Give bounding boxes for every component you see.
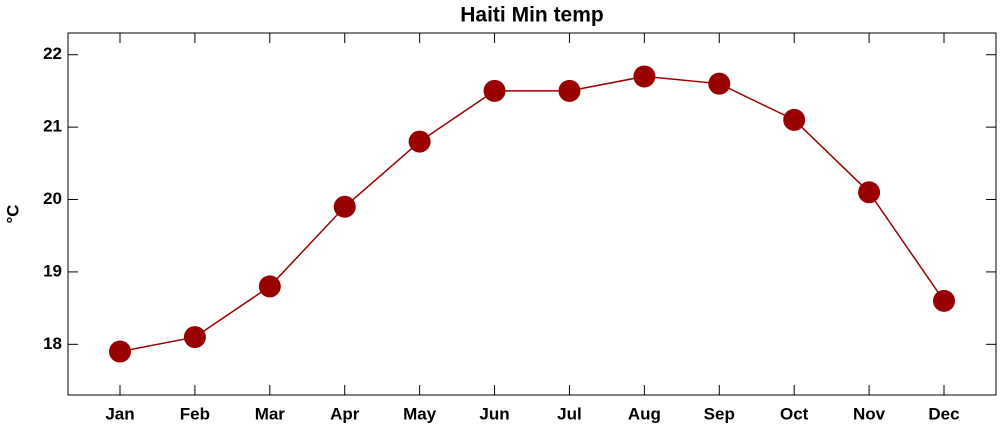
x-tick-label: Feb	[180, 404, 210, 423]
data-point	[633, 65, 656, 88]
x-tick-label: Jun	[479, 404, 509, 423]
x-tick-label: Dec	[928, 404, 959, 423]
data-point	[258, 275, 281, 298]
data-point	[109, 340, 131, 363]
data-point	[783, 108, 806, 131]
data-point	[858, 181, 881, 204]
y-tick-label: 21	[43, 117, 62, 136]
data-point	[483, 79, 506, 102]
data-point	[408, 130, 431, 153]
x-tick-label: Jul	[557, 404, 582, 423]
plot-frame	[67, 32, 997, 396]
data-point	[933, 289, 955, 312]
data-point	[708, 72, 731, 95]
chart-title: Haiti Min temp	[460, 4, 604, 27]
x-tick-label: Oct	[780, 404, 809, 423]
x-tick-label: Mar	[255, 404, 286, 423]
y-tick-label: 20	[43, 189, 62, 208]
data-point	[558, 79, 581, 102]
y-tick-label: 22	[43, 44, 62, 63]
x-tick-label: Apr	[330, 404, 360, 423]
y-tick-label: 18	[43, 334, 62, 353]
x-tick-label: Aug	[628, 404, 661, 423]
data-line	[119, 75, 945, 353]
x-tick-label: May	[403, 404, 437, 423]
y-tick-label: 19	[43, 261, 62, 280]
x-tick-label: Sep	[704, 404, 735, 423]
x-tick-label: Nov	[853, 404, 886, 423]
data-point	[183, 326, 206, 349]
x-tick-label: Jan	[105, 404, 134, 423]
data-point	[333, 195, 356, 218]
y-axis-label: °C	[3, 204, 22, 223]
